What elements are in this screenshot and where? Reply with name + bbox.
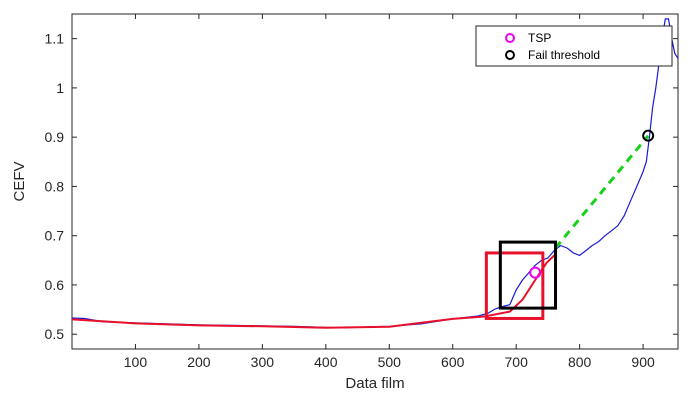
series-layer — [72, 18, 678, 329]
y-tick-label: 0.6 — [45, 277, 65, 293]
x-tick-label: 700 — [505, 354, 529, 370]
marker-tsp — [529, 266, 542, 279]
y-tick-label: 1.1 — [45, 31, 65, 47]
x-tick-label: 900 — [631, 354, 655, 370]
x-tick-label: 300 — [251, 354, 275, 370]
y-axis-label: CEFV — [11, 161, 28, 201]
x-tick-label: 600 — [441, 354, 465, 370]
black-box — [498, 240, 558, 310]
x-tick-label: 200 — [187, 354, 211, 370]
x-tick-label: 800 — [568, 354, 592, 370]
legend-marker — [505, 33, 515, 43]
y-tick-label: 1 — [56, 80, 64, 96]
plot-background — [71, 13, 679, 350]
y-axis: 0.5 0.6 0.7 0.8 0.9 1 1.1 — [45, 31, 678, 342]
box-layer — [484, 240, 558, 320]
legend-label: TSP — [528, 31, 551, 45]
x-tick-label: 400 — [314, 354, 338, 370]
y-tick-label: 0.8 — [45, 178, 65, 194]
plot-area — [71, 13, 679, 350]
legend-label: Fail threshold — [528, 48, 600, 62]
marker-layer — [529, 129, 655, 279]
x-tick-label: 100 — [124, 354, 148, 370]
red-box — [484, 251, 545, 320]
legend: TSP Fail threshold — [475, 25, 673, 67]
y-tick-label: 0.7 — [45, 228, 65, 244]
series-prediction — [554, 134, 650, 249]
x-axis-label: Data film — [345, 375, 404, 392]
x-tick-label: 500 — [378, 354, 402, 370]
legend-marker — [505, 50, 515, 60]
marker-fail-threshold — [642, 129, 655, 142]
series-trend — [72, 254, 555, 329]
y-tick-label: 0.5 — [45, 326, 65, 342]
x-axis: 100 200 300 400 500 600 700 800 900 — [124, 14, 655, 370]
y-tick-label: 0.9 — [45, 129, 65, 145]
